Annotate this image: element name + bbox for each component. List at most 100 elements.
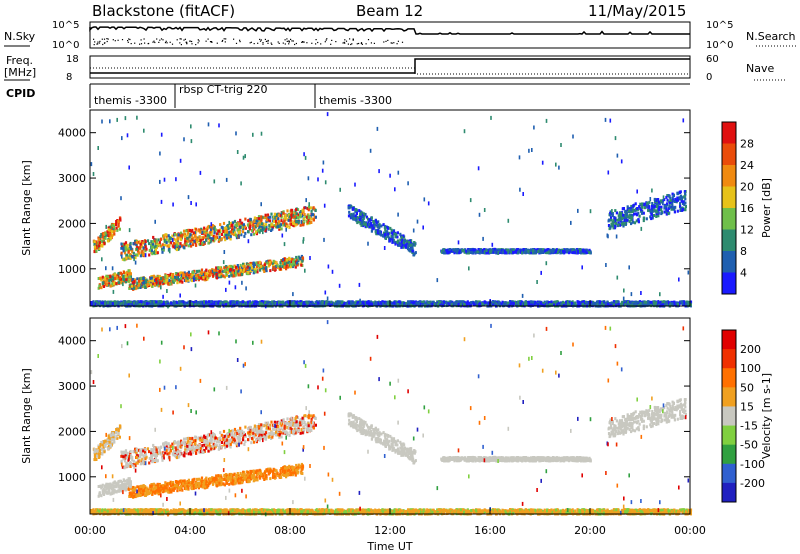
power-cell	[562, 250, 565, 253]
power-cell	[155, 242, 158, 246]
power-cell	[219, 303, 222, 307]
power-cell	[260, 219, 263, 223]
power-cell	[257, 228, 260, 232]
power-cell	[410, 239, 413, 243]
power-cell	[109, 275, 112, 279]
power-cell	[265, 218, 268, 222]
nsearch-point	[331, 39, 333, 41]
power-cell	[356, 215, 359, 219]
power-cell	[145, 278, 148, 282]
power-cell	[348, 210, 351, 214]
nsearch-point	[101, 38, 103, 40]
power-cell	[100, 303, 103, 307]
power-cell	[123, 251, 127, 255]
power-cell	[277, 220, 280, 224]
power-cell	[547, 248, 550, 252]
power-cell	[269, 269, 272, 273]
power-cell	[388, 231, 391, 235]
power-cell	[151, 240, 154, 244]
power-cell	[145, 247, 148, 251]
power-cell	[586, 250, 589, 254]
power-cell	[396, 235, 399, 239]
power-cell	[149, 283, 152, 287]
nsearch-point	[186, 41, 188, 43]
power-cell	[172, 273, 175, 276]
nsearch-point	[191, 40, 193, 43]
power-cell	[541, 248, 544, 252]
power-cell	[503, 249, 506, 253]
power-cell	[352, 217, 355, 221]
power-cell	[97, 238, 100, 242]
power-cell	[220, 237, 223, 241]
power-cell	[274, 219, 277, 223]
power-cell	[165, 233, 168, 237]
power-cell	[387, 232, 390, 236]
power-cell	[203, 271, 206, 275]
power-cell	[582, 300, 585, 304]
power-cell	[209, 270, 212, 274]
power-cell	[176, 281, 179, 285]
power-cell	[218, 266, 221, 270]
nsearch-point	[365, 43, 367, 45]
power-cell	[199, 239, 202, 243]
power-cell	[179, 237, 182, 241]
power-cell	[253, 216, 256, 220]
power-cell	[370, 229, 373, 233]
power-cell	[118, 227, 121, 231]
power-cell	[117, 281, 120, 285]
power-cell	[292, 260, 295, 264]
power-cell	[220, 233, 223, 236]
power-cell	[282, 221, 285, 225]
power-cell	[211, 224, 215, 228]
power-cell	[299, 211, 302, 215]
power-cell	[501, 250, 504, 254]
power-cell	[244, 226, 247, 230]
power-cell	[206, 225, 209, 229]
power-cell	[93, 240, 96, 244]
power-cell	[135, 243, 138, 246]
power-cell	[656, 300, 659, 304]
nsearch-label: N.Search	[746, 30, 796, 43]
power-cell	[307, 216, 310, 220]
power-cell	[225, 228, 228, 232]
power-cell	[125, 278, 128, 281]
power-cell	[400, 235, 403, 239]
power-cell	[478, 250, 481, 254]
power-cell	[173, 279, 176, 283]
power-cell	[394, 235, 397, 239]
power-cell	[285, 225, 288, 229]
power-cell	[176, 237, 179, 241]
power-cell	[181, 233, 184, 237]
power-cell	[260, 218, 263, 222]
power-cell	[242, 227, 245, 231]
power-cell	[247, 265, 250, 269]
power-cell	[168, 303, 171, 307]
power-cell	[112, 228, 115, 232]
power-cell	[124, 248, 127, 252]
power-cell	[111, 282, 114, 286]
power-cell	[213, 268, 216, 272]
power-cell	[580, 251, 583, 255]
power-cell	[273, 264, 276, 268]
power-cell	[95, 244, 98, 248]
nsearch-point	[284, 43, 286, 45]
power-cell	[136, 249, 140, 253]
power-cell	[222, 230, 225, 233]
power-cell	[350, 214, 353, 218]
power-cell	[181, 280, 184, 284]
power-cell	[394, 242, 397, 246]
power-cell	[162, 246, 165, 250]
power-cell	[263, 263, 266, 267]
power-cell	[171, 234, 174, 238]
power-cell	[674, 303, 678, 307]
nsearch-point	[385, 40, 387, 42]
power-cell	[143, 279, 146, 283]
power-cell	[195, 269, 199, 273]
nsearch-point	[205, 40, 207, 42]
power-cell	[101, 235, 104, 239]
power-cell	[120, 276, 123, 279]
power-cell	[391, 302, 394, 306]
power-cell	[371, 224, 374, 228]
power-cell	[396, 240, 399, 244]
power-cell	[142, 253, 145, 256]
